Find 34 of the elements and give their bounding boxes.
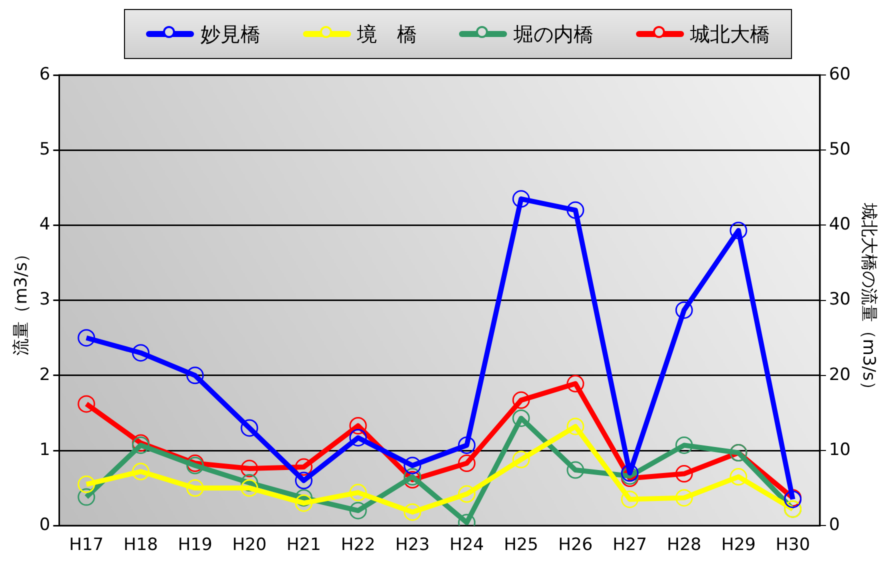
x-tick-label: H30: [776, 535, 810, 556]
x-tick-label: H26: [558, 535, 593, 556]
x-tick-label: H25: [504, 535, 538, 556]
y-tick-label: 3: [39, 290, 50, 310]
y2-tick-label: 40: [828, 214, 851, 235]
legend-label: 境 橋: [356, 20, 417, 48]
x-tick-label: H23: [395, 535, 430, 556]
y-axis-title: 流量（m3/s）: [12, 245, 32, 356]
x-tick-label: H28: [666, 535, 702, 556]
y-tick-label: 2: [39, 364, 50, 385]
x-tick-label: H18: [124, 535, 158, 556]
y2-tick-label: 60: [828, 64, 851, 84]
x-tick-label: H27: [612, 535, 647, 556]
y2-tick-label: 20: [828, 364, 851, 385]
y2-tick-label: 10: [828, 440, 851, 460]
x-tick-label: H29: [721, 535, 756, 556]
y-tick-label: 5: [39, 140, 50, 160]
y-tick-label: 6: [39, 64, 50, 84]
legend-label: 堀の内橋: [513, 20, 594, 48]
y2-tick-label: 50: [828, 140, 851, 160]
y-tick-label: 0: [39, 515, 50, 536]
x-tick-label: H19: [178, 535, 212, 556]
y-tick-label: 4: [39, 214, 50, 235]
y2-axis-title: 城北大橋の流量（m3/s）: [858, 202, 878, 398]
x-tick-label: H24: [450, 535, 484, 556]
x-tick-label: H21: [286, 535, 321, 556]
y-tick-label: 1: [39, 440, 50, 460]
x-tick-label: H20: [232, 535, 267, 556]
x-tick-label: H22: [340, 535, 376, 556]
legend-label: 城北大橋: [690, 20, 770, 48]
x-tick-label: H17: [69, 535, 104, 556]
y2-tick-label: 30: [828, 290, 851, 310]
y2-tick-label: 0: [828, 515, 840, 536]
legend-label: 妙見橋: [200, 20, 260, 48]
